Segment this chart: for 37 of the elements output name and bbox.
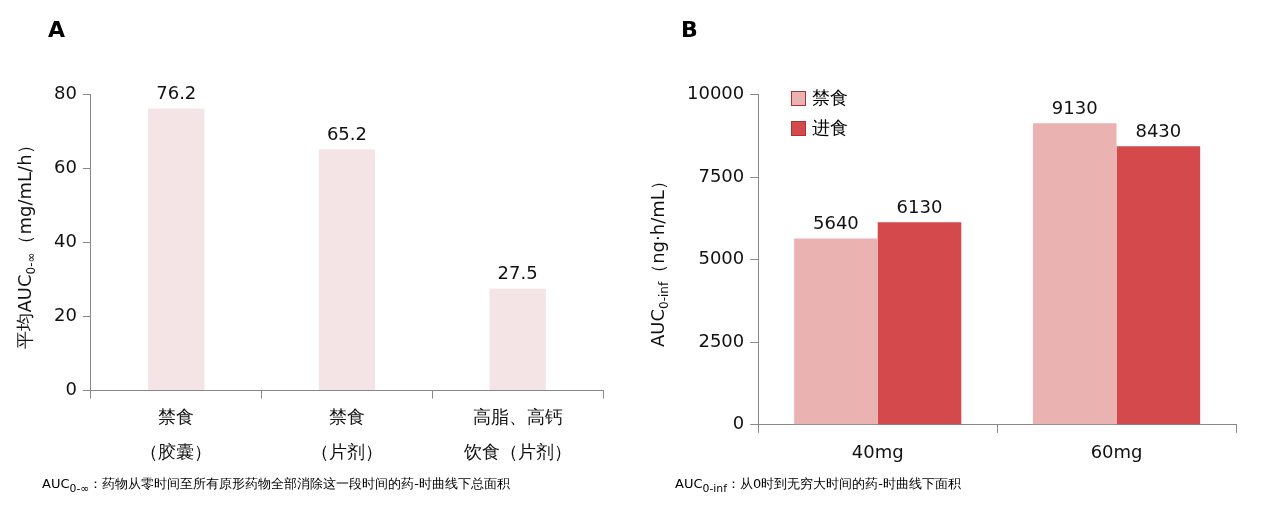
x-tick-label: 禁食（片剂） — [310, 406, 383, 462]
data-label: 27.5 — [497, 262, 538, 284]
y-tick-label: 2500 — [698, 329, 745, 351]
y-tick-label: 40 — [54, 230, 77, 252]
x-tick-label: 禁食（胶囊） — [140, 406, 213, 462]
data-label: 8430 — [1135, 119, 1182, 141]
legend-label: 进食 — [812, 116, 848, 140]
bar — [1116, 146, 1201, 425]
bar — [148, 108, 205, 391]
y-tick-label: 10000 — [687, 82, 745, 104]
bar — [794, 238, 878, 425]
y-tick-label: 80 — [54, 82, 77, 104]
x-tick-label: 高脂、高钙饮食（片剂） — [462, 406, 572, 462]
bar — [489, 288, 546, 391]
x-tick-label: 60mg — [1090, 440, 1143, 462]
y-tick-label: 5000 — [698, 247, 745, 269]
y-tick-label: 0 — [732, 412, 745, 434]
data-label: 9130 — [1051, 96, 1098, 118]
y-tick-label: 20 — [54, 304, 77, 326]
y-tick-label: 7500 — [698, 164, 745, 186]
bar — [877, 222, 962, 425]
bar — [1032, 123, 1117, 425]
y-axis-title: 平均AUC0-∞（mg/mL/h） — [13, 136, 39, 349]
y-axis-title: AUC0-inf（ng·h/mL） — [646, 172, 672, 347]
text: AUC$_{0-∞}$：药物从零时间至所有原形药物全部消除这一段时间的药-时曲线下总面积 — [42, 475, 512, 495]
legend-label: 禁食 — [812, 86, 848, 110]
x-tick-label: 40mg — [851, 440, 904, 462]
data-label: 65.2 — [326, 122, 367, 144]
bar — [318, 149, 376, 391]
chart-title: A — [48, 16, 66, 42]
data-label: 6130 — [896, 195, 943, 217]
data-label: 76.2 — [156, 82, 197, 104]
data-label: 5640 — [812, 212, 859, 234]
y-tick-label: 0 — [65, 378, 77, 400]
text: AUC$_{0-inf}$：从0时到无穷大时间的药-时曲线下面积 — [675, 475, 962, 495]
chart-title: B — [681, 16, 698, 42]
y-tick-label: 60 — [54, 156, 77, 178]
